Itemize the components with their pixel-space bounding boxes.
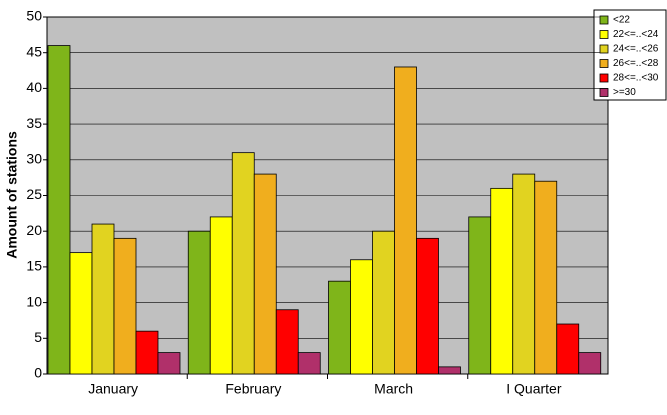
legend-swatch: [599, 59, 609, 68]
legend: [593, 9, 667, 101]
y-tick-label: 0: [34, 365, 42, 381]
x-tick-label: February: [225, 381, 281, 397]
bar: [394, 66, 417, 375]
bar: [275, 309, 299, 375]
legend-label: >=30: [613, 87, 636, 98]
bar: [91, 223, 115, 375]
y-tick-label: 25: [26, 186, 42, 202]
y-tick-label: 5: [34, 329, 42, 345]
y-tick-label: 20: [26, 222, 42, 238]
y-tick-label: 30: [26, 151, 42, 167]
bar: [187, 230, 211, 375]
legend-label: 22<=..<24: [613, 29, 659, 40]
bar: [556, 323, 580, 375]
y-tick-label: 40: [26, 79, 42, 95]
bar: [578, 352, 602, 375]
legend-swatch: [599, 15, 609, 25]
legend-swatch: [599, 88, 609, 97]
bar: [328, 280, 351, 375]
x-tick-label: March: [374, 381, 413, 397]
legend-swatch: [599, 30, 609, 39]
legend-label: 24<=..<26: [613, 44, 659, 55]
legend-label: 28<=..<30: [613, 73, 659, 84]
bar: [490, 187, 514, 375]
bar: [253, 173, 277, 375]
bar: [416, 237, 439, 375]
y-tick-label: 15: [26, 258, 42, 274]
y-tick-label: 35: [26, 115, 42, 131]
bar: [157, 352, 181, 375]
bar: [297, 352, 321, 375]
bar: [113, 237, 137, 375]
y-tick-label: 45: [26, 43, 42, 59]
y-tick-label: 10: [26, 293, 42, 309]
legend-label: 26<=..<28: [613, 58, 659, 69]
bar: [69, 252, 93, 375]
bar: [372, 230, 395, 375]
bar: [512, 173, 536, 375]
bar: [468, 216, 492, 375]
x-tick-label: I Quarter: [506, 381, 562, 397]
bar: [438, 366, 461, 375]
x-tick-label: January: [88, 381, 138, 397]
legend-swatch: [599, 73, 609, 83]
bar: [135, 330, 159, 375]
y-tick-label: 50: [26, 8, 42, 24]
y-axis-label: Amount of stations: [4, 131, 20, 259]
bar: [231, 152, 255, 375]
bar: [534, 180, 558, 375]
legend-swatch: [599, 44, 609, 54]
bar: [209, 216, 233, 375]
bar: [47, 45, 71, 375]
bar: [350, 259, 373, 375]
legend-label: <22: [613, 15, 630, 26]
